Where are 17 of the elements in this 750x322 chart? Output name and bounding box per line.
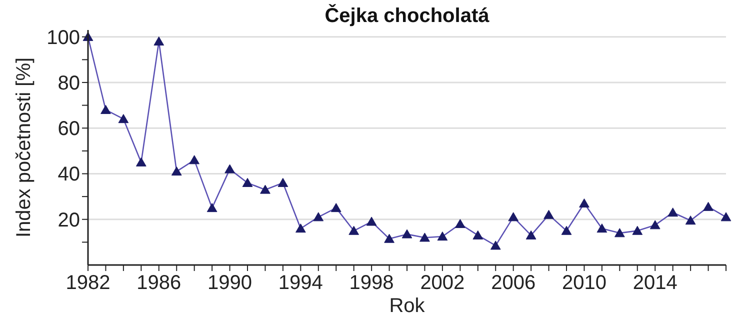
x-tick-label: 1998 [349,272,394,294]
y-tick-label: 20 [58,209,80,232]
y-tick-label: 100 [46,26,80,49]
x-axis-title: Rok [389,295,426,317]
y-tick-label: 60 [58,118,80,140]
y-axis-title: Index početnosti [%] [13,57,35,238]
y-tick-label: 80 [58,72,80,94]
x-tick-label: 1986 [136,272,182,294]
x-tick-label: 1990 [208,272,252,294]
x-tick-label: 1994 [278,272,323,294]
x-tick-label: 2006 [491,272,536,294]
x-tick-label: 2010 [562,272,606,294]
x-tick-label: 2002 [420,272,465,294]
x-tick-label: 1982 [66,272,110,294]
chart-title: Čejka chocholatá [324,4,490,27]
y-tick-label: 40 [58,164,80,186]
x-tick-label: 2014 [632,272,678,294]
